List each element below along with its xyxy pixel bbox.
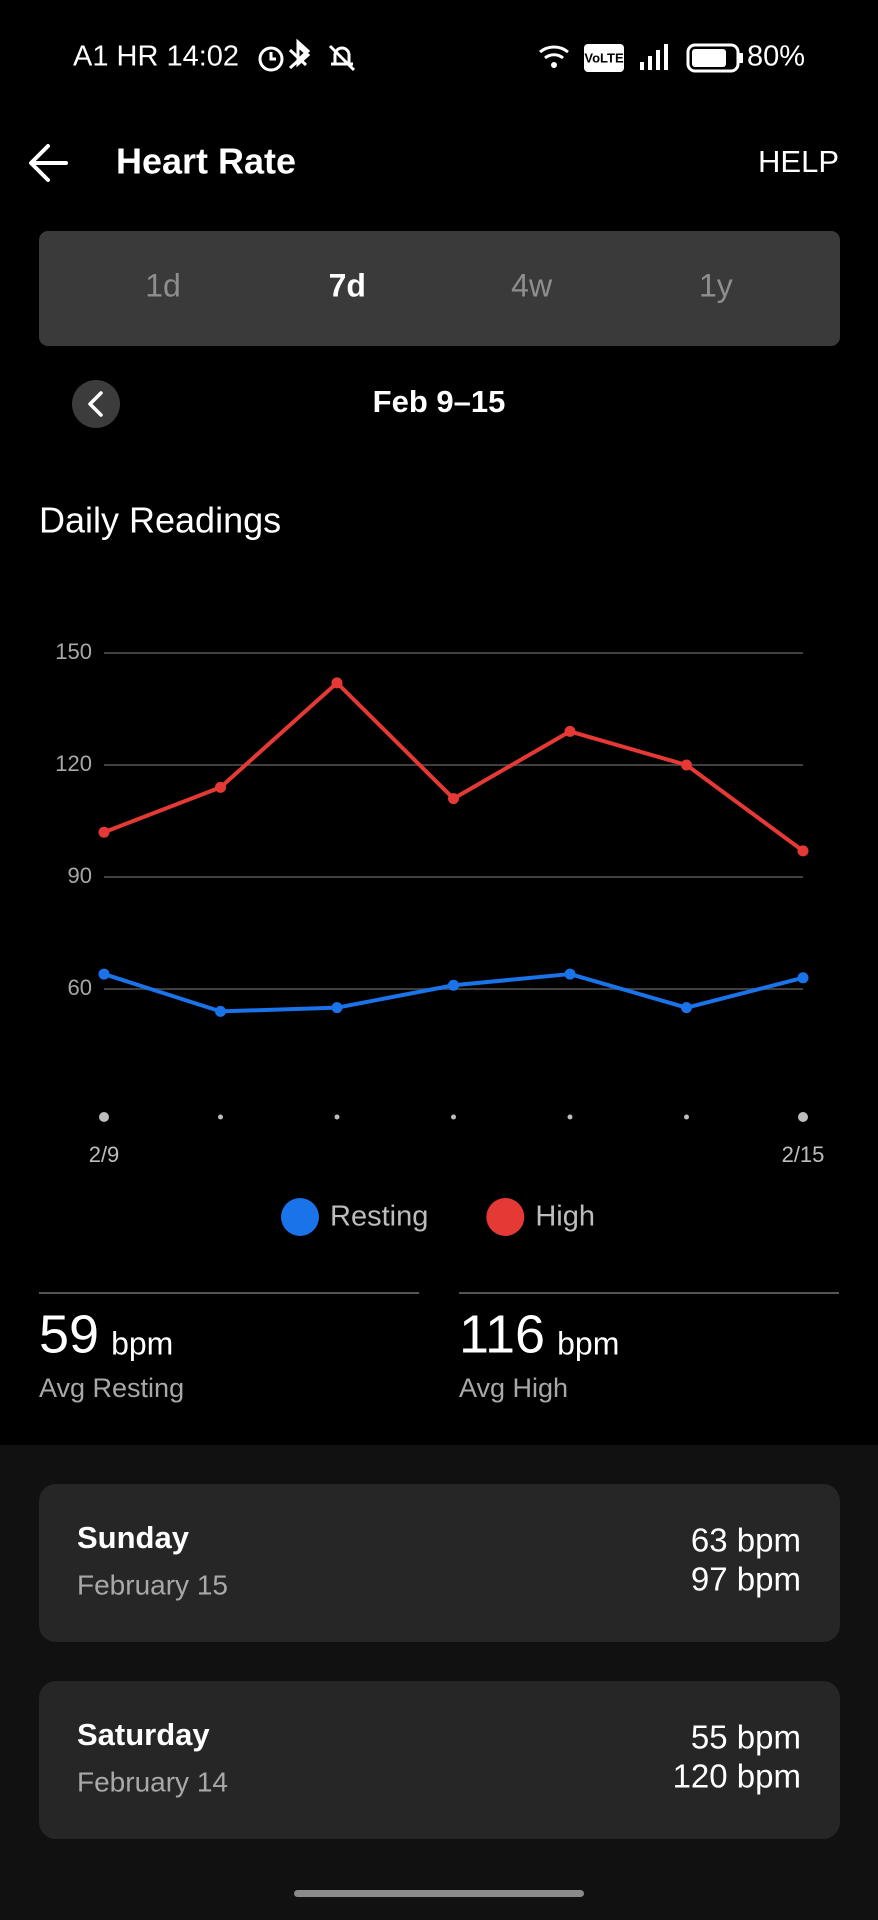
data-point	[797, 972, 809, 984]
legend-swatch	[486, 1198, 525, 1236]
data-point	[564, 968, 576, 980]
day-resting: 55 bpm	[691, 1719, 801, 1756]
data-point	[681, 759, 692, 771]
x-tick-label: 2/9	[89, 1142, 120, 1167]
battery-level	[692, 49, 726, 67]
prev-range-button[interactable]	[72, 380, 120, 428]
legend-swatch	[281, 1198, 319, 1236]
tab-label[interactable]: 7d	[329, 267, 366, 303]
data-point	[331, 677, 343, 689]
help-button[interactable]: HELP	[758, 144, 839, 179]
section-title: Daily Readings	[39, 500, 281, 541]
day-card[interactable]	[39, 1484, 840, 1642]
x-tick-dot	[684, 1114, 689, 1120]
data-point	[681, 1002, 692, 1014]
data-point	[797, 845, 809, 857]
volte-label: VoLTE	[584, 50, 624, 65]
data-point	[98, 968, 110, 980]
tab-label[interactable]: 1y	[699, 267, 733, 303]
data-point	[215, 781, 226, 793]
signal-bars	[640, 44, 668, 70]
tab-label[interactable]: 1d	[145, 267, 181, 303]
day-high: 97 bpm	[691, 1561, 801, 1598]
data-point	[215, 1005, 226, 1017]
day-card[interactable]	[39, 1681, 840, 1839]
battery-percent: 80%	[747, 41, 805, 73]
x-tick-dot	[451, 1114, 456, 1120]
status-time: A1 HR 14:02	[73, 41, 239, 73]
volte-badge	[584, 44, 624, 72]
day-date: February 15	[77, 1569, 228, 1600]
day-date: February 14	[77, 1766, 228, 1797]
data-point	[98, 826, 110, 838]
y-tick-label: 150	[55, 639, 92, 664]
tab-label[interactable]: 4w	[511, 267, 553, 303]
status-icons	[258, 38, 743, 73]
x-tick-dot	[567, 1114, 573, 1120]
summary-label: Avg High	[459, 1373, 568, 1403]
y-tick-label: 120	[55, 751, 92, 776]
home-indicator	[294, 1890, 584, 1897]
x-tick-dot	[99, 1112, 109, 1122]
tab-bar	[39, 231, 840, 346]
data-point	[564, 725, 576, 737]
legend-label: High	[535, 1201, 595, 1233]
summary-unit: bpm	[111, 1325, 173, 1361]
page-title: Heart Rate	[116, 141, 296, 182]
background	[0, 0, 878, 1445]
summary-unit: bpm	[557, 1325, 619, 1361]
day-name: Sunday	[77, 1520, 190, 1555]
day-name: Saturday	[77, 1717, 210, 1752]
x-tick-label: 2/15	[782, 1142, 825, 1167]
y-tick-label: 60	[68, 975, 92, 1000]
summary-value: 116	[459, 1304, 545, 1364]
x-tick-dot	[334, 1114, 340, 1120]
data-point	[448, 793, 459, 805]
x-tick-dot	[218, 1114, 223, 1120]
summary-value: 59	[39, 1304, 99, 1364]
date-range: Feb 9–15	[373, 384, 506, 419]
legend-label: Resting	[330, 1201, 428, 1233]
data-point	[331, 1002, 343, 1014]
summary-label: Avg Resting	[39, 1373, 184, 1403]
day-resting: 63 bpm	[691, 1522, 801, 1559]
y-tick-label: 90	[68, 863, 92, 888]
data-point	[448, 979, 459, 991]
x-tick-dot	[798, 1112, 808, 1122]
prev-arrow	[88, 391, 103, 417]
day-high: 120 bpm	[673, 1758, 801, 1795]
back-button[interactable]	[29, 144, 68, 182]
wifi-dot	[551, 62, 557, 68]
